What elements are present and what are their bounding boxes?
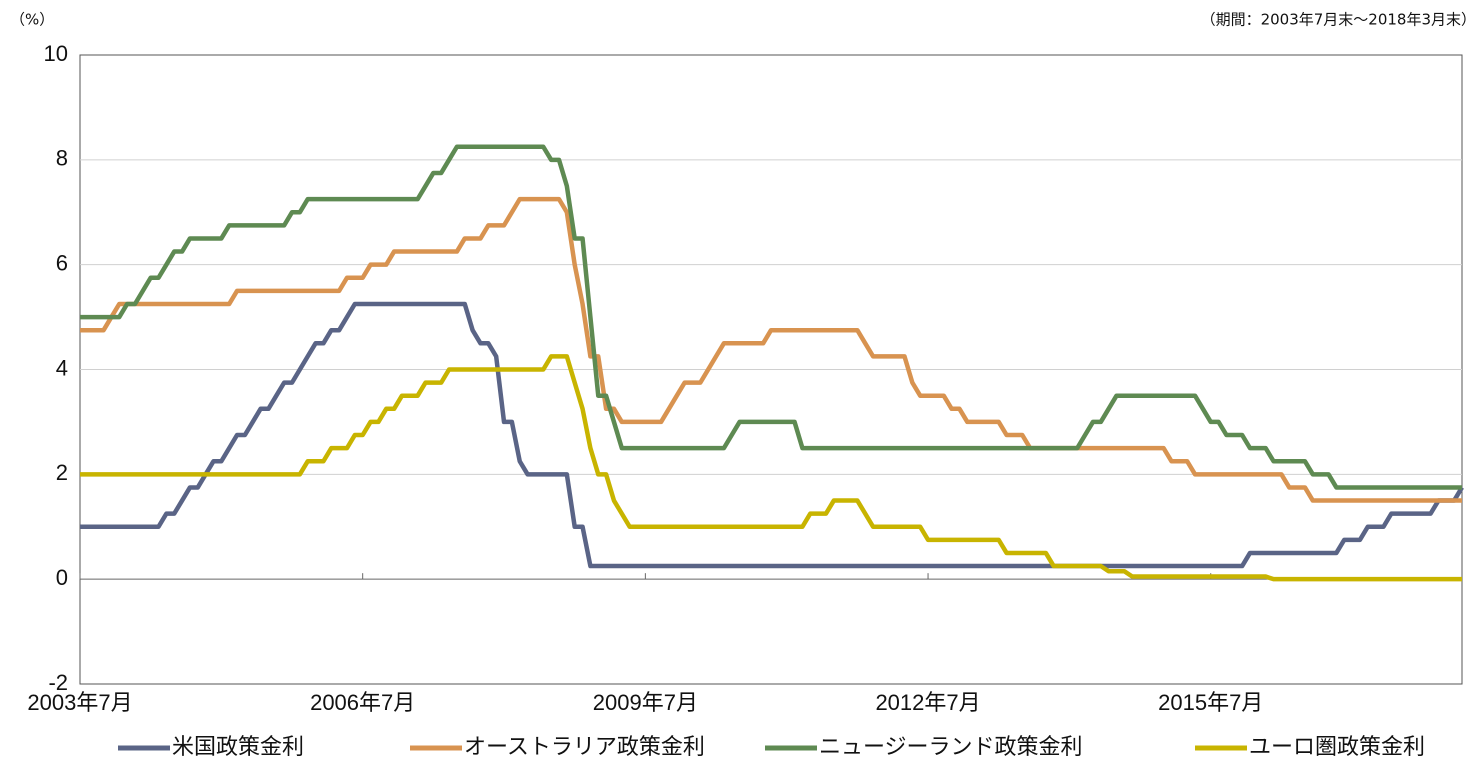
y-tick-label: 10	[44, 41, 68, 66]
x-tick-label: 2009年7月	[593, 690, 698, 715]
legend-label: ニュージーランド政策金利	[819, 735, 1083, 760]
legend-label: 米国政策金利	[172, 735, 304, 760]
x-tick-label: 2015年7月	[1158, 690, 1263, 715]
y-tick-label: -2	[48, 670, 68, 695]
period-note: （期間：2003年7月末～2018年3月末）	[1201, 11, 1476, 29]
series-line	[80, 196, 1462, 503]
legend-label: オーストラリア政策金利	[464, 735, 705, 760]
x-tick-label: 2012年7月	[875, 690, 980, 715]
y-unit: （%）	[10, 11, 54, 29]
series-line	[80, 144, 1462, 490]
x-tick-label: 2006年7月	[310, 690, 415, 715]
x-tick-label: 2003年7月	[27, 690, 132, 715]
y-tick-label: 0	[56, 565, 68, 590]
legend-label: ユーロ圏政策金利	[1249, 735, 1425, 760]
y-tick-label: 4	[56, 355, 68, 380]
y-tick-label: 2	[56, 460, 68, 485]
y-tick-label: 6	[56, 250, 68, 275]
series-line	[80, 354, 1462, 582]
y-tick-label: 8	[56, 146, 68, 171]
series-line	[80, 301, 1464, 569]
